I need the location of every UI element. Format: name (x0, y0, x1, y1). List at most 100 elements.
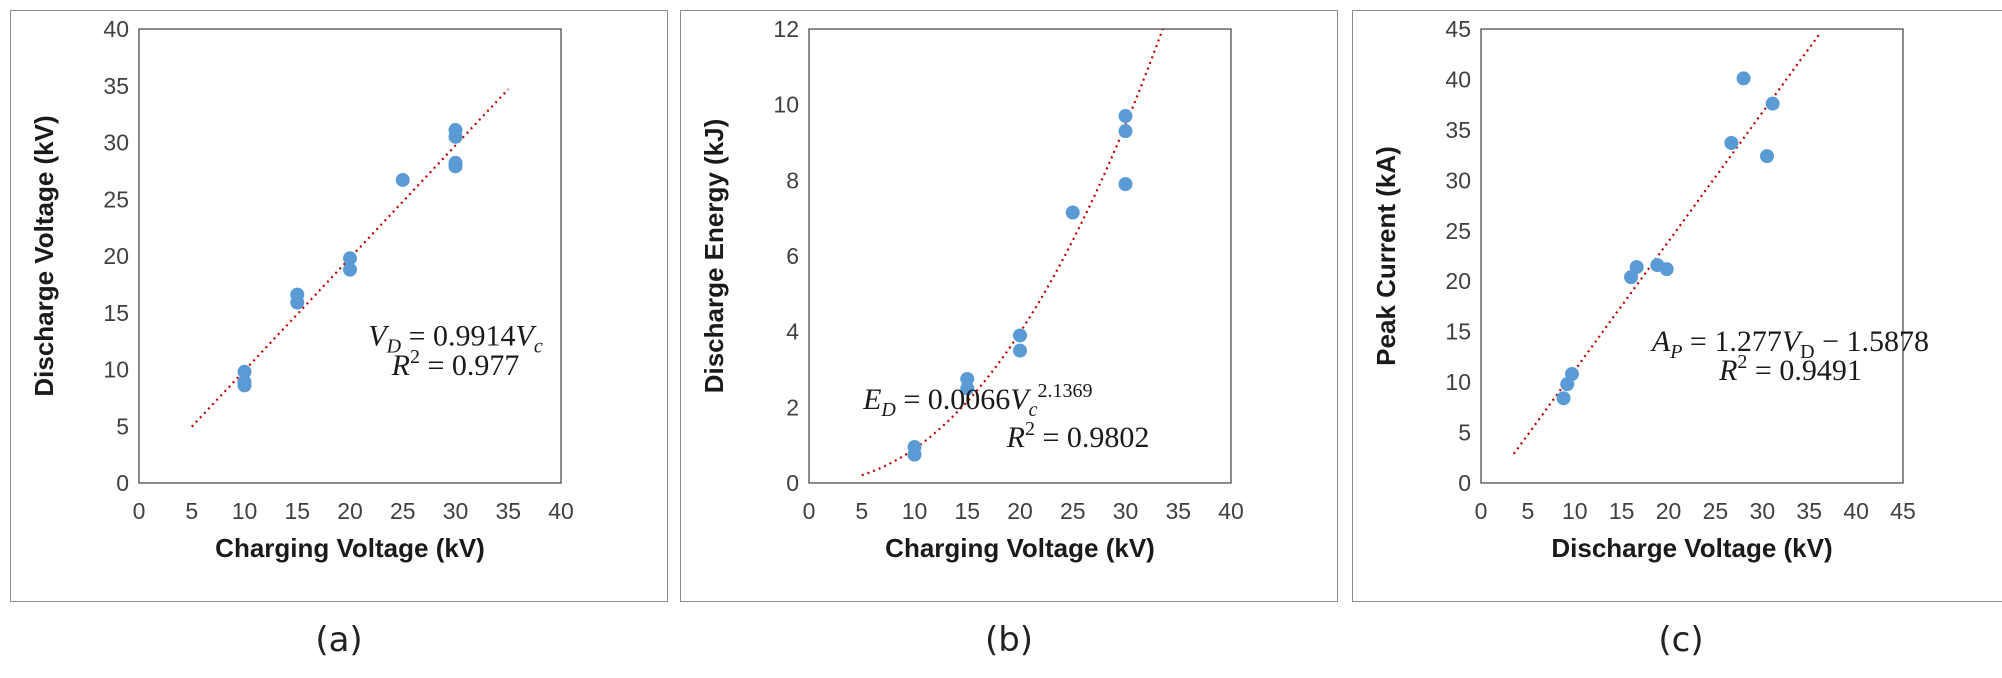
y-tick-label: 12 (773, 16, 799, 42)
x-tick-label: 40 (1843, 498, 1869, 524)
equation-segment: = 0.9802 (1035, 421, 1149, 454)
plot-area-frame (1480, 28, 1904, 484)
y-axis-label: Peak Current (kA) (1371, 146, 1401, 366)
equation-segment: R (1718, 354, 1737, 387)
data-point (1736, 71, 1751, 86)
trendline (190, 88, 510, 428)
equation-segment: = 1.277 (1682, 325, 1781, 358)
x-tick-label: 30 (1113, 498, 1139, 524)
chart-panel-b: 0 5 10 15 20 25 30 35 40 0 2 4 6 8 10 12 Charging Voltag… (680, 10, 1338, 602)
equation-segment: D (880, 399, 896, 421)
equation-segment: V (1010, 383, 1032, 416)
x-tick-label: 0 (803, 498, 816, 524)
trend-equation-line: AP = 1.277VD − 1.5878 (1650, 325, 1929, 363)
y-tick-label: 10 (1445, 369, 1471, 395)
scatter-chart-c: 0 5 10 15 20 25 30 35 40 45 0 5 10 15 20 25 30 35 40 45 Disc… (1371, 16, 1929, 563)
chart-panel-a: 0 5 10 15 20 25 30 35 40 0 5 10 15 20 25 30 35 40 Charging… (10, 10, 668, 602)
x-tick-label: 15 (284, 498, 310, 524)
x-tick-label: 15 (1609, 498, 1635, 524)
equation-segment: c (1029, 399, 1038, 421)
x-tick-label: 25 (1060, 498, 1086, 524)
y-tick-label: 35 (1445, 117, 1471, 143)
y-tick-label: 0 (786, 470, 799, 496)
x-tick-label: 5 (1521, 498, 1534, 524)
equation-segment: E (862, 383, 881, 416)
equation-segment: 2 (1025, 418, 1035, 440)
equation-segment: = 0.977 (420, 349, 519, 382)
y-axis-label: Discharge Energy (kJ) (699, 119, 729, 394)
data-point (1564, 367, 1579, 382)
x-tick-label: 10 (1562, 498, 1588, 524)
data-point (1118, 109, 1133, 124)
x-tick-label: 30 (443, 498, 469, 524)
x-tick-label: 35 (1796, 498, 1822, 524)
data-point (1118, 124, 1133, 139)
equation-segment: A (1650, 325, 1671, 358)
data-point (1013, 343, 1027, 358)
equation-segment: 2 (1737, 351, 1747, 373)
equation-segment: V (1782, 325, 1804, 358)
x-tick-label: 5 (185, 498, 198, 524)
panel-caption-a: (a) (315, 620, 363, 660)
x-tick-label: 40 (1218, 498, 1244, 524)
x-tick-label: 0 (133, 498, 146, 524)
data-point (960, 381, 975, 396)
y-tick-label: 25 (1445, 218, 1471, 244)
plot-area-frame (138, 28, 562, 484)
equation-segment: R (1006, 421, 1025, 454)
x-tick-label: 10 (902, 498, 928, 524)
equation-segment: 2 (410, 346, 420, 368)
x-axis-label: Charging Voltage (kV) (215, 533, 485, 563)
y-tick-label: 0 (116, 470, 129, 496)
y-tick-label: 10 (773, 92, 799, 118)
scatter-chart-a: 0 5 10 15 20 25 30 35 40 0 5 10 15 20 25 30 35 40 Charging… (29, 16, 574, 563)
panel-caption-c: (c) (1658, 620, 1704, 660)
scatter-chart-b: 0 5 10 15 20 25 30 35 40 0 2 4 6 8 10 12 Charging Voltag… (699, 16, 1244, 563)
x-tick-label: 30 (1750, 498, 1776, 524)
data-point (237, 378, 252, 393)
data-point (290, 295, 305, 310)
x-tick-label: 5 (855, 498, 868, 524)
equation-segment: c (534, 336, 543, 358)
equation-segment: R (391, 349, 410, 382)
equation-segment: 2.1369 (1038, 380, 1093, 402)
data-point (1724, 136, 1739, 151)
trend-equation-line: R2 = 0.977 (391, 346, 520, 382)
y-tick-label: 15 (1445, 319, 1471, 345)
y-tick-label: 20 (103, 243, 129, 269)
x-tick-label: 35 (1165, 498, 1191, 524)
data-point (343, 251, 357, 266)
y-tick-label: 35 (103, 73, 129, 99)
equation-segment: = 0.9914 (401, 320, 515, 353)
x-tick-label: 15 (954, 498, 980, 524)
x-axis-label: Charging Voltage (kV) (885, 533, 1155, 563)
y-tick-label: 8 (786, 167, 799, 193)
y-tick-label: 30 (103, 130, 129, 156)
data-point (1629, 260, 1644, 275)
y-tick-label: 10 (103, 357, 129, 383)
equation-segment: = 0.0066 (896, 383, 1010, 416)
data-point (907, 447, 922, 462)
trend-equation-line: VD = 0.9914Vc (368, 320, 543, 358)
data-point (1065, 205, 1080, 220)
x-tick-label: 45 (1890, 498, 1916, 524)
data-point (343, 262, 357, 277)
x-tick-label: 10 (232, 498, 258, 524)
y-tick-label: 5 (1458, 420, 1471, 446)
x-tick-label: 40 (548, 498, 574, 524)
equation-segment: = 0.9491 (1747, 354, 1861, 387)
data-point (237, 364, 252, 379)
y-tick-label: 6 (786, 243, 799, 269)
x-tick-label: 20 (337, 498, 363, 524)
equation-segment: D (386, 336, 402, 358)
y-tick-label: 5 (116, 413, 129, 439)
y-tick-label: 15 (103, 300, 129, 326)
data-point (1556, 391, 1571, 406)
plot-area-frame (808, 28, 1232, 484)
trend-equation-line: R2 = 0.9802 (1006, 418, 1150, 454)
panel-caption-b: (b) (984, 620, 1034, 660)
x-tick-label: 20 (1007, 498, 1033, 524)
equation-segment: V (515, 320, 537, 353)
y-tick-label: 40 (1445, 66, 1471, 92)
equation-segment: V (368, 320, 390, 353)
